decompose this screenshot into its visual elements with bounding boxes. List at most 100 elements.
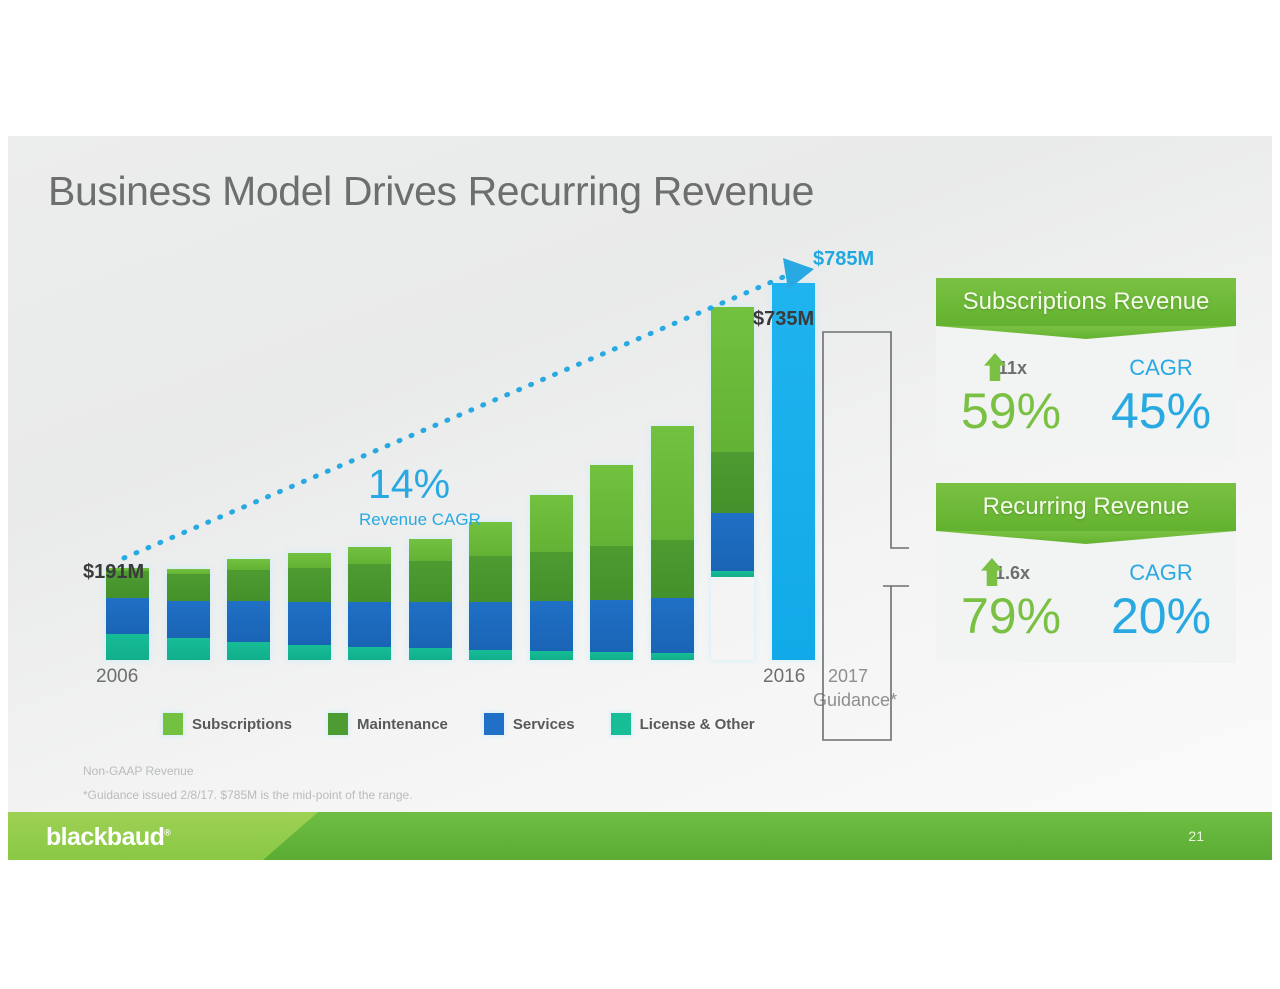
segment-license-other <box>469 650 512 660</box>
segment-subscriptions <box>348 546 391 564</box>
footnote-non-gaap: Non-GAAP Revenue <box>83 764 194 778</box>
segment-license-other <box>227 641 270 660</box>
multiple-row-recurring: 1.6x <box>980 557 1030 589</box>
cagr-percent-subscriptions: 45% <box>1110 383 1212 439</box>
segment-license-other <box>711 571 754 577</box>
card-body-recurring: 1.6x 79% CAGR 20% <box>936 531 1236 663</box>
segment-services <box>287 602 331 645</box>
segment-subscriptions <box>287 553 331 568</box>
slide-footer: blackbaud® 21 <box>8 812 1272 860</box>
multiple-subscriptions: 11x <box>997 357 1028 378</box>
segment-subscriptions <box>529 494 573 552</box>
segment-subscriptions <box>650 425 694 540</box>
value-label-2006: $191M <box>83 561 145 583</box>
footnote-guidance: *Guidance issued 2/8/17. $785M is the mi… <box>83 788 413 802</box>
legend-label: Maintenance <box>357 715 448 733</box>
axis-label-2017: 2017 <box>828 666 869 686</box>
axis-label-2016: 2016 <box>763 666 806 687</box>
footer-wedge <box>8 812 318 860</box>
segment-subscriptions <box>166 568 210 574</box>
segment-license-other <box>650 653 694 660</box>
legend-swatch <box>328 713 349 735</box>
bar-2017-guidance- <box>771 283 815 660</box>
segment-maintenance <box>469 556 512 603</box>
legend-label: Services <box>512 715 575 733</box>
segment-services <box>348 602 391 647</box>
segment-license-other <box>287 644 331 660</box>
segment-subscriptions <box>408 539 452 562</box>
bar-2006 <box>106 568 149 660</box>
chart-legend: Subscriptions Maintenance Services License … <box>163 713 755 735</box>
segment-maintenance <box>650 540 694 598</box>
segment-services <box>106 598 149 634</box>
segment-license-other <box>106 633 149 660</box>
cagr-percent-recurring: 20% <box>1110 588 1212 644</box>
value-label-2017: $785M <box>813 248 875 270</box>
segment-services <box>590 599 633 653</box>
segment-license-other <box>348 646 391 660</box>
bar-2009 <box>287 553 331 660</box>
legend-item-license-other: License & Other <box>610 713 755 735</box>
bar-2012 <box>469 521 512 660</box>
percent-recurring: 79% <box>960 588 1062 644</box>
segment-license-other <box>590 652 633 660</box>
segment-services <box>529 601 573 652</box>
legend-swatch <box>483 713 504 735</box>
cagr-caption-recurring: CAGR <box>1129 560 1193 585</box>
legend-swatch <box>163 713 183 735</box>
segment-services <box>408 602 452 649</box>
segment-subscriptions <box>227 559 270 570</box>
segment-maintenance <box>711 452 754 513</box>
percent-subscriptions: 59% <box>960 383 1062 439</box>
card-recurring-revenue: Recurring Revenue 1.6x 79% CAGR 20% <box>936 483 1236 663</box>
segment-services <box>469 602 512 651</box>
card-col-cagr-recurring: CAGR 20% <box>1086 557 1236 641</box>
segment-services <box>711 512 754 572</box>
legend-swatch <box>610 713 631 735</box>
slide: Business Model Drives Recurring Revenue … <box>8 136 1272 860</box>
blackbaud-logo: blackbaud® <box>46 823 171 851</box>
page-number: 21 <box>1188 828 1204 844</box>
segment-subscriptions <box>711 307 754 453</box>
card-subscriptions-revenue: Subscriptions Revenue 11x 59% CAGR 45% <box>936 278 1236 458</box>
bar-2011 <box>408 539 452 660</box>
bar-2010 <box>348 546 391 660</box>
segment-license-other <box>408 648 452 660</box>
segment-maintenance <box>106 571 149 599</box>
card-title-recurring: Recurring Revenue <box>982 493 1190 520</box>
cagr-caption: Revenue CAGR <box>359 510 481 529</box>
legend-item-services: Services <box>483 713 575 735</box>
cagr-caption-subscriptions: CAGR <box>1129 355 1193 380</box>
cagr-value: 14% <box>368 461 451 507</box>
bar-2016 <box>711 307 754 660</box>
segment-services <box>166 601 210 638</box>
segment-maintenance <box>287 567 331 603</box>
segment-maintenance <box>408 561 452 603</box>
segment-services <box>227 601 270 642</box>
segment-maintenance <box>227 569 270 602</box>
card-col-growth-subscriptions: 11x 59% <box>936 352 1086 436</box>
axis-label-2006: 2006 <box>96 666 139 687</box>
segment-services <box>650 597 694 654</box>
card-col-growth-recurring: 1.6x 79% <box>936 557 1086 641</box>
revenue-bar-chart: 14% Revenue CAGR $191M $735M $785M 2006 … <box>8 136 938 860</box>
multiple-row-subscriptions: 11x <box>983 352 1028 384</box>
legend-label: License & Other <box>639 715 755 733</box>
card-header-subscriptions: Subscriptions Revenue <box>936 278 1236 326</box>
bar-2015 <box>650 425 694 660</box>
segment-maintenance <box>529 551 573 602</box>
segment-license-other <box>529 651 573 660</box>
bar-2013 <box>529 494 573 660</box>
axis-label-guidance: Guidance* <box>813 690 898 710</box>
page-title: Business Model Drives Recurring Revenue <box>48 168 815 214</box>
legend-label: Subscriptions <box>192 715 293 733</box>
segment-maintenance <box>590 545 633 600</box>
bar-2007 <box>166 568 210 660</box>
segment-subscriptions <box>106 568 149 572</box>
bar-2008 <box>227 559 270 660</box>
card-header-recurring: Recurring Revenue <box>936 483 1236 531</box>
segment-maintenance <box>348 564 391 603</box>
bar-2014 <box>590 465 633 660</box>
segment-subscriptions <box>590 465 633 546</box>
segment-license-other <box>166 637 210 660</box>
